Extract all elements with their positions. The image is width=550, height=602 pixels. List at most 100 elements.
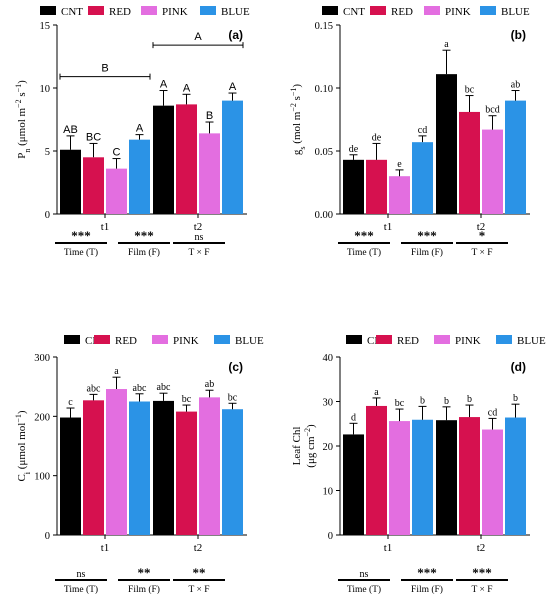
bar-cnt-t2 [436,420,457,535]
legend-swatch-blue [214,335,230,344]
panel-label: (c) [228,360,243,374]
anova-significance: ** [138,565,151,580]
anova-significance: *** [417,565,437,580]
legend-label-blue: BLUE [501,6,530,18]
significance-letter: abc [133,383,147,394]
legend-label-blue: BLUE [235,335,264,347]
group-letter: B [101,63,108,75]
x-tick-label: t2 [194,542,203,554]
legend-swatch-cnt [40,6,56,15]
anova-factor-label: T × F [188,585,209,595]
bar-cnt-t1 [60,417,81,535]
significance-letter: de [372,132,382,143]
bar-cnt-t1 [343,434,364,535]
bar-red-t2 [176,411,197,535]
significance-letter: abc [87,383,101,394]
bar-pink-t2 [482,129,503,214]
anova-factor-label: T × F [188,248,209,258]
y-tick-label: 0.00 [315,210,333,221]
y-axis-label: gs (mol m−2 s−1) [289,84,307,156]
chart-panel-4: CNTREDPINKBLUE010203040Leaf Chl(μg cm−2)… [291,335,546,595]
bar-red-t2 [459,417,480,535]
legend-label-cnt: CNT [343,6,365,18]
panel-label: (d) [511,360,526,374]
y-tick-label: 40 [323,353,334,364]
bar-pink-t2 [199,133,220,214]
significance-letter: A [160,79,168,91]
anova-factor-label: Time (T) [64,247,98,258]
anova-significance: ns [77,569,86,580]
significance-letter: b [444,396,449,407]
y-tick-label: 0.05 [315,147,333,158]
bar-red-t2 [459,111,480,214]
y-tick-label: 10 [40,84,51,95]
significance-letter: a [444,39,449,50]
group-letter: A [194,31,202,43]
y-tick-label: 30 [323,398,334,409]
legend-label-red: RED [391,6,413,18]
bar-blue-t2 [505,100,526,214]
legend-label-pink: PINK [162,6,188,18]
y-tick-label: 0 [45,531,50,542]
y-axis-label: Leaf Chl (μg cm−2) [291,424,317,468]
significance-letter: A [183,82,191,94]
significance-letter: bc [395,398,405,409]
y-axis-title: Leaf Chl (μg cm−2) [291,424,317,468]
legend-swatch-red [376,335,392,344]
legend-label-pink: PINK [173,335,199,347]
bar-blue-t1 [129,139,150,214]
significance-letter: ab [511,80,520,91]
significance-letter: de [349,144,359,155]
anova-factor-label: Time (T) [347,584,381,595]
bar-pink-t1 [106,389,127,535]
legend-swatch-blue [480,6,496,15]
legend-swatch-pink [434,335,450,344]
bar-cnt-t1 [60,149,81,214]
bar-cnt-t2 [153,400,174,535]
chart-panel-1: CNT RED PINK BLUE 0 5 10 15 Pn (μmol m−2 s−1) (a)… [14,6,250,258]
anova-significance: *** [354,228,374,243]
anova-factor-label: T × F [471,248,492,258]
anova-factor-label: Time (T) [347,247,381,258]
y-tick-label: 0 [328,531,333,542]
significance-letter: cd [418,125,427,136]
legend-swatch-cnt [64,335,80,344]
significance-letter: d [351,412,356,423]
legend-label-blue: BLUE [517,335,546,347]
y-tick-label: 100 [34,472,50,483]
bar-blue-t2 [222,100,243,214]
significance-letter: c [68,397,73,408]
legend-swatch-cnt [322,6,338,15]
x-tick-label: t1 [384,221,393,233]
y-tick-label: 0.15 [315,21,333,32]
legend-swatch-pink [152,335,168,344]
legend-label-blue: BLUE [221,6,250,18]
legend-label-cnt: CNT [61,6,83,18]
y-axis-title: Pn (μmol m−2 s−1) [14,80,32,159]
anova-significance: * [479,228,486,243]
bar-blue-t1 [412,142,433,214]
y-axis-label: Ci (μmol mol−1) [14,410,32,481]
significance-letter: a [114,366,119,377]
legend-swatch-red [370,6,386,15]
y-tick-label: 200 [34,412,50,423]
y-tick-label: 20 [323,442,334,453]
legend-swatch-blue [496,335,512,344]
anova-significance: ** [193,565,206,580]
bar-blue-t2 [222,409,243,535]
significance-letter: a [374,387,379,398]
x-tick-label: t2 [194,221,203,233]
legend-swatch-red [94,335,110,344]
significance-letter: A [229,81,237,93]
significance-letter: bc [465,85,475,96]
legend-label-red: RED [397,335,419,347]
anova-factor-label: Film (F) [411,247,443,258]
significance-letter: B [206,110,213,122]
x-tick-label: t1 [101,221,110,233]
significance-letter: BC [86,131,101,143]
bar-pink-t1 [389,176,410,214]
y-tick-label: 5 [45,147,50,158]
bar-pink-t1 [389,421,410,535]
legend-label-pink: PINK [445,6,471,18]
